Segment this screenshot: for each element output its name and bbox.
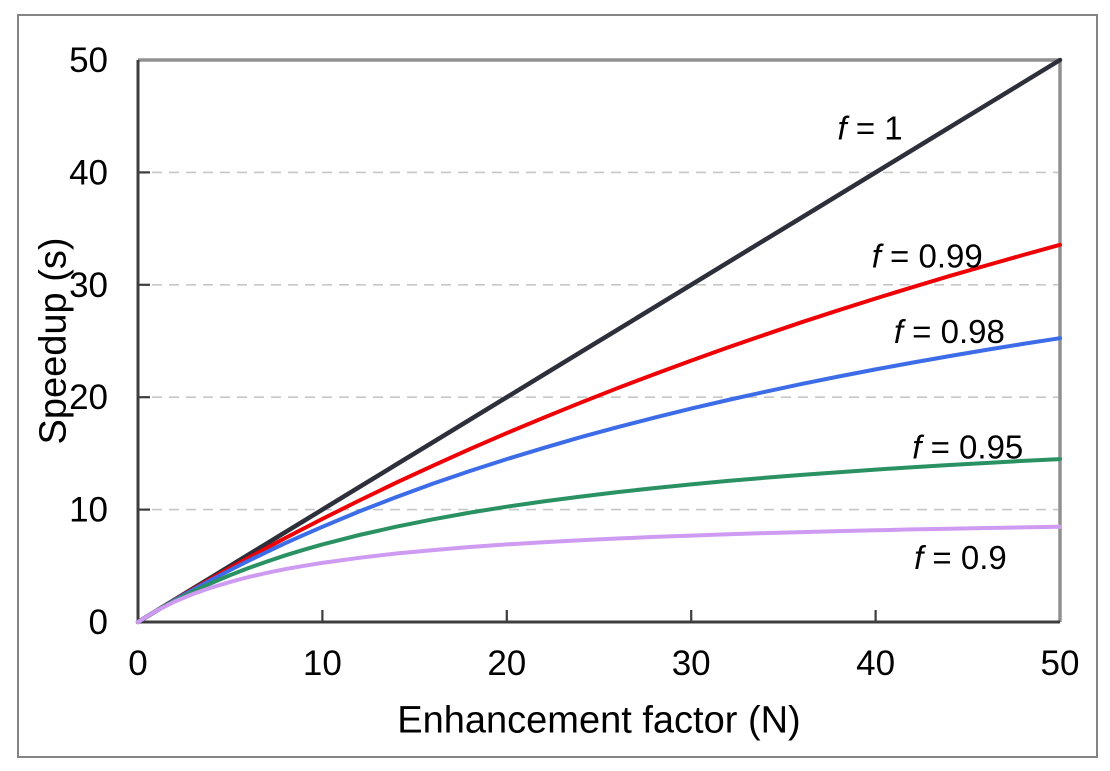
series-label-f-1: f = 1 xyxy=(837,109,902,146)
series-label-f-0.98: f = 0.98 xyxy=(894,313,1005,350)
series-line-f-0.9 xyxy=(136,524,1062,624)
series-line-f-0.95 xyxy=(136,457,1062,624)
y-tick-label-0: 0 xyxy=(89,603,108,642)
series-label-f-0.95: f = 0.95 xyxy=(912,429,1023,466)
x-tick-label-20: 20 xyxy=(487,644,526,683)
series-label-f-0.99: f = 0.99 xyxy=(872,238,983,275)
y-tick-label-30: 30 xyxy=(69,266,108,305)
series-label-f-0.9: f = 0.9 xyxy=(914,539,1007,576)
x-tick-label-10: 10 xyxy=(303,644,342,683)
y-tick-label-20: 20 xyxy=(69,378,108,417)
y-tick-label-10: 10 xyxy=(69,491,108,530)
x-tick-label-0: 0 xyxy=(128,644,147,683)
x-tick-label-30: 30 xyxy=(672,644,711,683)
y-tick-label-40: 40 xyxy=(69,153,108,192)
y-axis-title: Speedup (s) xyxy=(32,237,75,445)
x-tick-label-50: 50 xyxy=(1041,644,1080,683)
x-axis-title: Enhancement factor (N) xyxy=(397,699,801,742)
series-line-f-0.98 xyxy=(136,336,1062,624)
x-tick-label-40: 40 xyxy=(856,644,895,683)
y-tick-label-50: 50 xyxy=(69,41,108,80)
